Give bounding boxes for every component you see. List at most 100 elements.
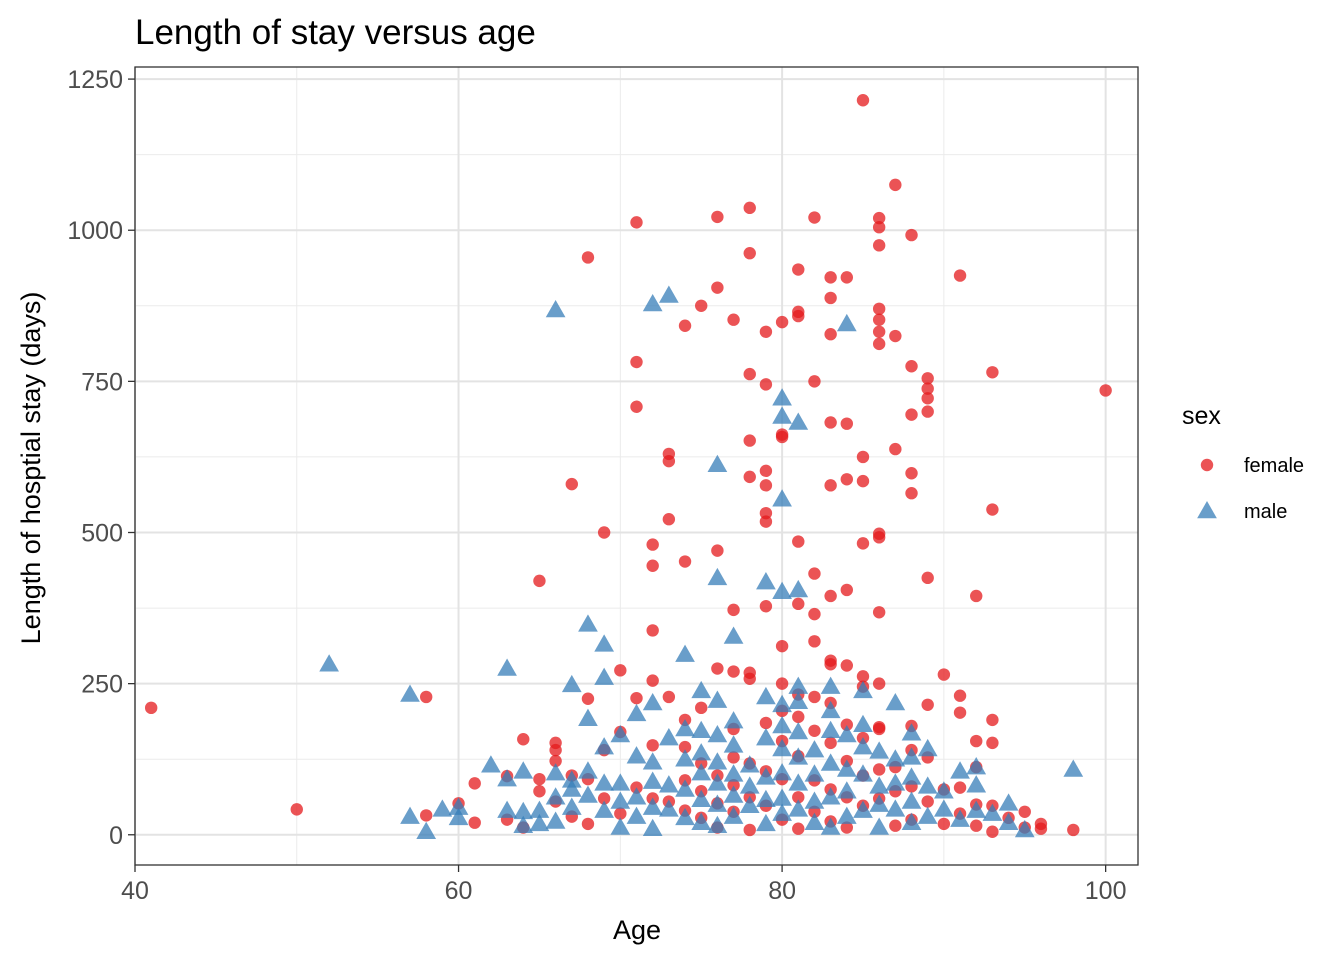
legend-label-female: female [1244,455,1304,477]
data-point-male [626,787,647,805]
data-point-male [788,691,809,710]
data-point-female [953,269,967,282]
data-point-male [934,799,954,817]
data-point-male [934,781,954,799]
data-point-female [646,538,659,551]
data-point-male [1014,819,1035,838]
data-point-male [723,735,744,753]
data-point-female [889,442,902,456]
data-point-female [840,659,854,672]
data-point-male [820,720,841,739]
data-point-male [594,737,615,755]
data-point-male [610,791,631,809]
data-point-female [1018,805,1031,818]
data-point-male [950,809,970,827]
data-point-male [901,723,922,741]
data-point-male [723,806,744,824]
data-point-male [788,412,809,430]
data-point-male [513,761,534,779]
data-point-male [707,815,728,833]
data-point-female [872,722,886,736]
data-point-male [626,806,647,824]
data-point-male [545,300,566,318]
data-point-female [775,315,789,329]
data-point-male [901,767,922,785]
data-point-female [889,819,902,832]
data-point-female [727,313,740,326]
data-point-female [808,211,821,224]
legend-key-male [1197,500,1217,519]
data-point-female [597,526,611,539]
data-point-male [594,773,615,791]
data-point-female [678,555,692,568]
data-point-male [642,797,663,815]
y-tick-label: 750 [81,368,123,396]
data-point-female [970,734,983,748]
data-point-female [533,785,546,798]
data-point-female [565,477,578,491]
data-point-female [727,751,740,764]
data-point-female [824,291,837,305]
data-point-male [756,686,776,705]
data-point-female [727,665,740,678]
data-point-male [642,692,663,711]
data-point-female [872,677,886,690]
data-point-male [772,694,792,713]
data-point-female [630,400,643,413]
data-point-male [756,767,776,785]
data-point-male [529,813,550,832]
data-point-female [824,589,837,603]
data-point-female [872,239,886,252]
data-point-female [517,733,530,746]
data-point-female [840,821,854,834]
data-point-male [772,738,792,757]
data-point-male [691,680,712,699]
data-point-male [594,667,615,685]
data-point-female [743,823,756,837]
data-point-male [869,741,890,759]
data-point-female [630,216,643,229]
data-point-female [646,739,659,752]
data-point-male [901,812,922,830]
plot-panel-border [134,66,1139,866]
data-point-female [905,360,918,373]
data-point-female [840,718,854,731]
data-point-female [727,779,740,792]
data-point-male [998,793,1019,811]
data-point-male [545,787,566,805]
data-point-male [966,775,987,793]
data-point-female [549,743,562,757]
data-point-male [804,740,825,758]
data-point-female [581,251,595,264]
data-point-male [836,781,857,799]
data-point-male [772,489,792,507]
data-point-female [840,417,854,430]
data-point-male [610,817,631,835]
data-point-female [970,589,983,603]
data-point-female [711,210,724,224]
chart-title: Length of stay versus age [135,13,536,52]
data-point-female [792,597,805,611]
data-point-female [921,795,934,808]
data-point-female [921,382,934,395]
data-point-female [614,807,627,820]
data-point-male [998,812,1019,830]
data-point-male [772,763,792,781]
data-point-male [707,567,728,586]
data-point-male [675,807,695,826]
data-point-male [853,714,873,733]
data-point-female [808,690,821,704]
data-point-male [432,799,453,817]
data-point-female [662,690,676,704]
data-point-female [840,473,854,486]
data-point-female [840,583,854,597]
data-point-female [872,211,886,225]
data-point-male [788,747,809,765]
male-points [319,285,1084,840]
data-point-female [824,271,837,284]
data-point-female [856,670,870,683]
data-point-female [775,639,789,653]
data-point-male [788,721,809,740]
data-point-male [950,761,970,779]
